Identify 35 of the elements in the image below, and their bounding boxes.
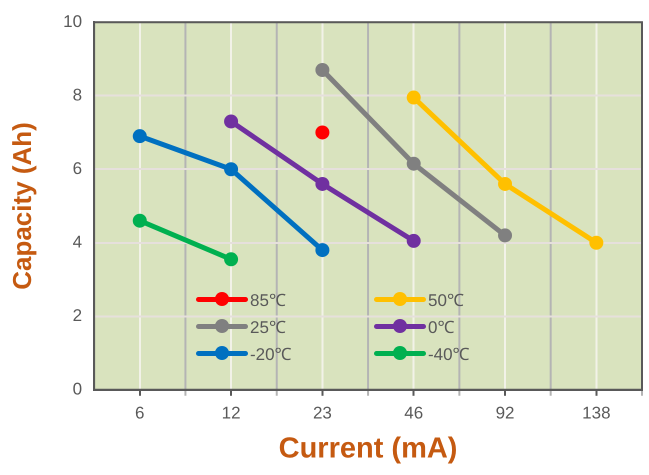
point [498,228,512,242]
x-tick-label: 46 [404,404,424,423]
point [498,176,512,191]
y-tick-label: 10 [63,12,82,31]
legend-label: -20℃ [250,344,292,364]
y-tick-label: 0 [72,379,82,398]
y-tick-label: 6 [72,158,82,178]
legend-label: -40℃ [428,344,470,364]
legend-label: 25℃ [250,316,286,338]
y-tick-label: 8 [72,85,82,104]
x-tick-label: 92 [496,404,514,423]
legend-label: 50℃ [428,290,464,310]
point [589,236,604,250]
x-tick-label: 6 [135,404,144,423]
point [315,243,330,258]
point [315,62,330,77]
x-tick-label: 12 [222,404,241,423]
point [406,234,421,248]
x-axis-title: Current (mA) [278,432,458,465]
y-axis-title: Capacity (Ah) [6,122,37,290]
y-tick-label: 4 [72,232,82,252]
point [315,176,330,191]
point [224,252,238,266]
point [132,214,147,228]
point [224,162,238,176]
point [406,90,421,105]
y-tick-label: 2 [72,306,82,325]
legend-label: 85℃ [250,290,286,310]
point [224,114,238,128]
x-tick-label: 138 [582,404,611,423]
point [406,156,421,171]
point [315,125,330,140]
point [132,129,147,144]
x-tick-label: 23 [312,404,332,423]
legend-label: 0℃ [428,316,454,338]
